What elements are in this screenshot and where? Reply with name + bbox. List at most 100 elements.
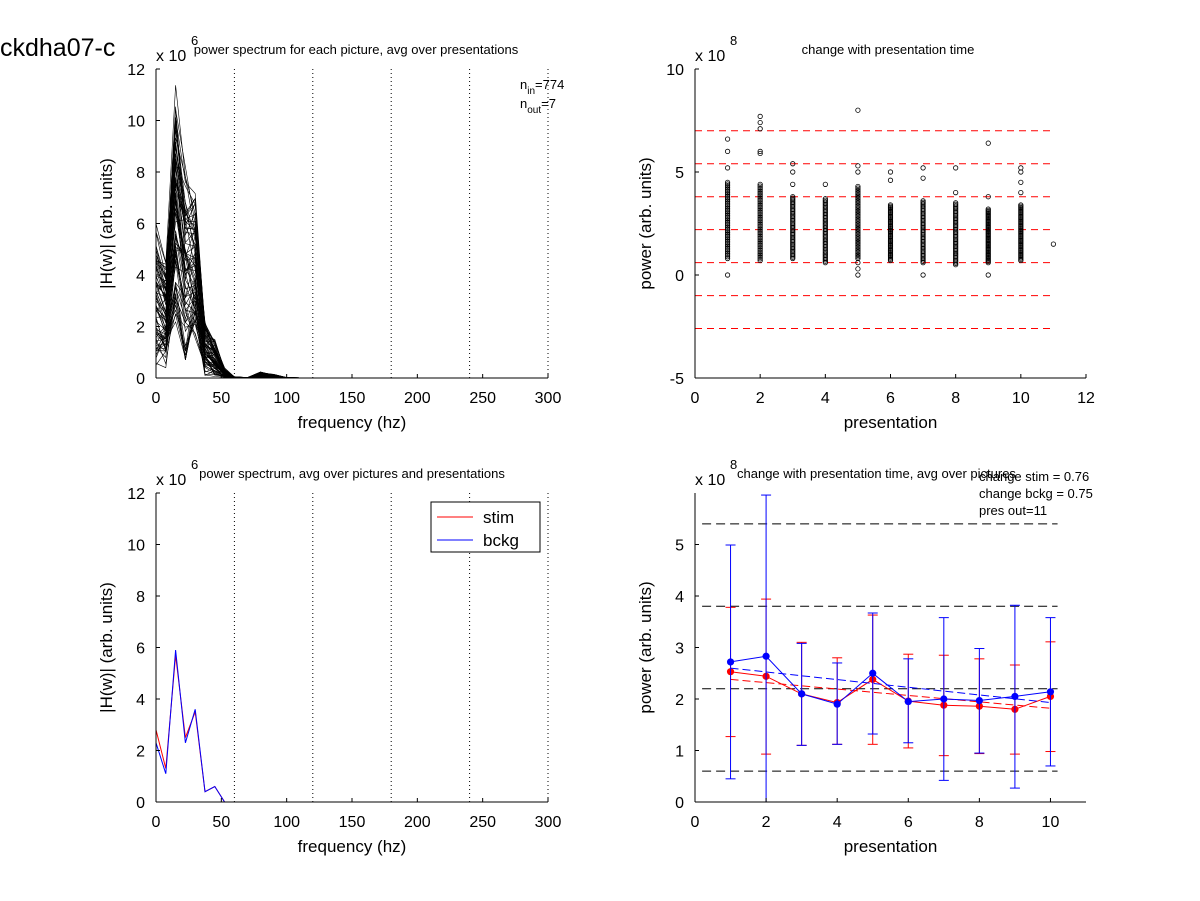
scatter-point [855, 239, 861, 245]
scatter-point [757, 233, 763, 239]
scatter-point [757, 257, 763, 264]
scatter-point [887, 177, 894, 183]
y-tick-label: 2 [136, 744, 145, 761]
scatter-point [757, 237, 763, 243]
scatter-point [757, 218, 763, 224]
x-tick-label: 200 [404, 814, 431, 831]
scatter-point [724, 272, 731, 278]
scatter-point [985, 194, 991, 200]
scatter-point [724, 247, 731, 253]
scatter-point [855, 242, 861, 249]
spectrum-curve [155, 242, 548, 379]
y-axis-label: |H(w)| (arb. units) [97, 582, 116, 713]
scatter-point [855, 169, 861, 175]
scatter-point [985, 140, 991, 146]
scatter-point [855, 221, 861, 227]
scatter-point [757, 223, 763, 229]
scatter-point [855, 183, 861, 190]
scatter-point [757, 199, 763, 205]
scatter-point [724, 245, 731, 251]
x-tick-label: 150 [339, 814, 366, 831]
y-tick-label: 10 [127, 538, 145, 555]
x-tick-label: 100 [273, 390, 300, 407]
scatter-point [855, 193, 861, 199]
y-tick-label: 0 [675, 795, 684, 812]
x-tick-label: 12 [1077, 390, 1095, 407]
series-line-stim [155, 655, 548, 803]
y-tick-label: 0 [136, 371, 145, 388]
scatter-point [724, 221, 731, 227]
legend-label-stim: stim [483, 508, 514, 527]
scatter-point [757, 252, 763, 258]
scatter-point [757, 202, 763, 208]
scatter-point [724, 203, 731, 210]
scatter-point [855, 237, 861, 244]
x-tick-label: 10 [1042, 814, 1060, 831]
scatter-point [724, 183, 731, 189]
scatter-point [724, 198, 731, 204]
scatter-point [757, 219, 763, 226]
scatter-point [1018, 202, 1024, 208]
y-axis-label: power (arb. units) [636, 157, 655, 289]
scatter-point [724, 229, 731, 236]
scatter-point [724, 235, 731, 241]
scatter-point [724, 165, 731, 171]
scatter-point [724, 136, 731, 142]
y-multiplier-exponent: 8 [730, 33, 737, 48]
legend: stim bckg [430, 501, 541, 553]
stat-note: pres out=11 [979, 503, 1047, 518]
scatter-point [757, 254, 763, 260]
scatter-point [757, 209, 763, 215]
x-tick-label: 0 [691, 814, 700, 831]
scatter-point [724, 233, 731, 239]
x-tick-label: 6 [886, 390, 895, 407]
x-tick-label: 0 [691, 390, 700, 407]
scatter-point [855, 247, 861, 253]
scatter-point [724, 228, 731, 234]
y-tick-label: 12 [127, 62, 145, 79]
scatter-point [855, 213, 861, 219]
scatter-point [855, 232, 861, 239]
scatter-point [855, 192, 861, 198]
scatter-point [724, 216, 731, 222]
y-tick-label: 8 [136, 589, 145, 606]
spectrum-curve [155, 106, 548, 379]
scatter-point [724, 231, 731, 237]
data-point-bckg [975, 696, 983, 705]
scatter-point [757, 225, 763, 231]
data-point-bckg [726, 658, 735, 666]
scatter-point [855, 260, 861, 266]
x-axis-label: frequency (hz) [298, 413, 407, 432]
scatter-point [757, 206, 763, 212]
scatter-point [855, 210, 861, 216]
scatter-point [724, 191, 731, 198]
scatter-point [855, 107, 861, 113]
scatter-point [855, 188, 861, 194]
y-multiplier: x 10 [156, 48, 186, 65]
scatter-point [1018, 179, 1024, 185]
scatter-point [724, 254, 731, 260]
scatter-point [855, 211, 861, 217]
scatter-point [953, 203, 959, 209]
x-axis-label: presentation [844, 837, 938, 856]
scatter-point [757, 183, 763, 189]
scatter-point [855, 163, 861, 169]
plot-title: change with presentation time, avg over … [737, 466, 1016, 481]
scatter-point [724, 238, 731, 244]
scatter-point [757, 238, 763, 245]
scatter-point [855, 254, 861, 260]
y-tick-label: 6 [136, 641, 145, 658]
scatter-point [920, 199, 926, 205]
scatter-point [822, 181, 828, 187]
x-tick-label: 6 [904, 814, 913, 831]
x-axis-label: frequency (hz) [298, 837, 407, 856]
y-tick-label: 0 [675, 268, 684, 285]
scatter-point [790, 196, 796, 203]
x-tick-label: 0 [152, 390, 161, 407]
scatter-point [953, 165, 959, 171]
scatter-point [855, 223, 861, 229]
scatter-point [724, 255, 731, 262]
stat-note: change bckg = 0.75 [979, 486, 1093, 501]
scatter-point [757, 242, 763, 248]
